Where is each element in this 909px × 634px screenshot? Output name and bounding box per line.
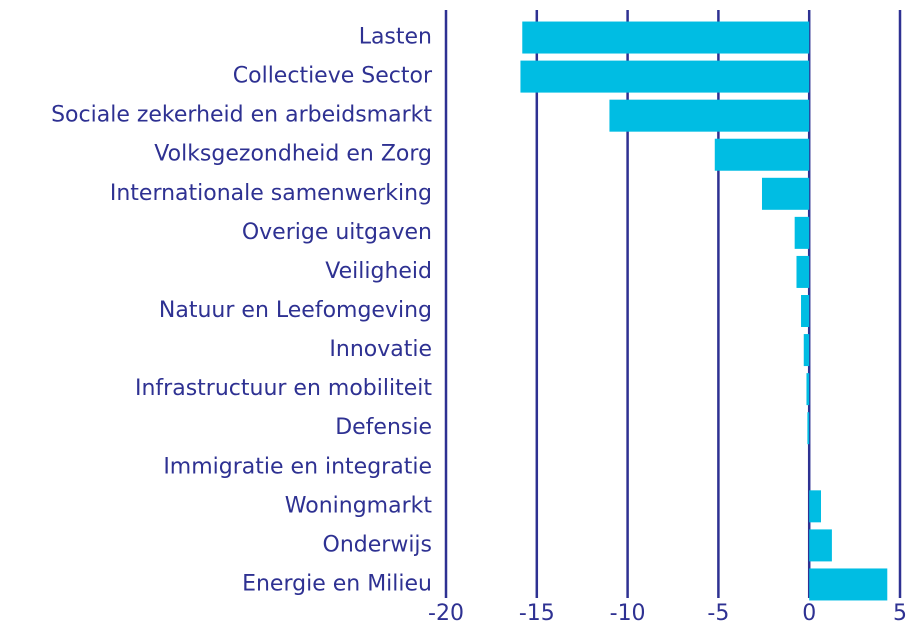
y-tick-label: Innovatie: [329, 337, 432, 362]
x-tick-label: -10: [610, 601, 646, 626]
bar: [714, 138, 810, 171]
y-tick-label: Veiligheid: [325, 259, 432, 284]
x-tick-label: 0: [802, 601, 816, 626]
bar: [794, 216, 810, 249]
y-tick-label: Immigratie en integratie: [163, 454, 432, 479]
y-tick-label: Internationale samenwerking: [110, 181, 432, 206]
y-tick-label: Defensie: [335, 415, 432, 440]
bar: [809, 490, 822, 523]
bar: [803, 334, 810, 367]
bar: [520, 60, 810, 93]
x-tick-label: -15: [519, 601, 555, 626]
y-tick-label: Lasten: [359, 25, 432, 50]
y-tick-label: Energie en Milieu: [242, 571, 432, 596]
bar: [522, 21, 810, 54]
bar: [801, 295, 810, 327]
x-tick-label: -5: [707, 601, 729, 626]
y-tick-label: Onderwijs: [323, 532, 432, 557]
bar: [806, 373, 810, 406]
y-tick-label: Woningmarkt: [285, 493, 433, 518]
y-tick-label: Volksgezondheid en Zorg: [154, 142, 432, 167]
x-tick-label: 5: [893, 601, 907, 626]
bar: [807, 412, 810, 445]
y-tick-label: Overige uitgaven: [242, 220, 432, 245]
x-tick-label: -20: [428, 601, 464, 626]
bar: [809, 529, 832, 562]
bar: [609, 99, 810, 132]
y-tick-label: Infrastructuur en mobiliteit: [135, 376, 432, 401]
y-tick-label: Natuur en Leefomgeving: [159, 298, 432, 323]
bar: [809, 568, 888, 601]
bar: [761, 177, 810, 210]
y-tick-label: Collectieve Sector: [233, 64, 433, 89]
y-tick-label: Sociale zekerheid en arbeidsmarkt: [51, 103, 432, 128]
bar: [796, 255, 810, 288]
